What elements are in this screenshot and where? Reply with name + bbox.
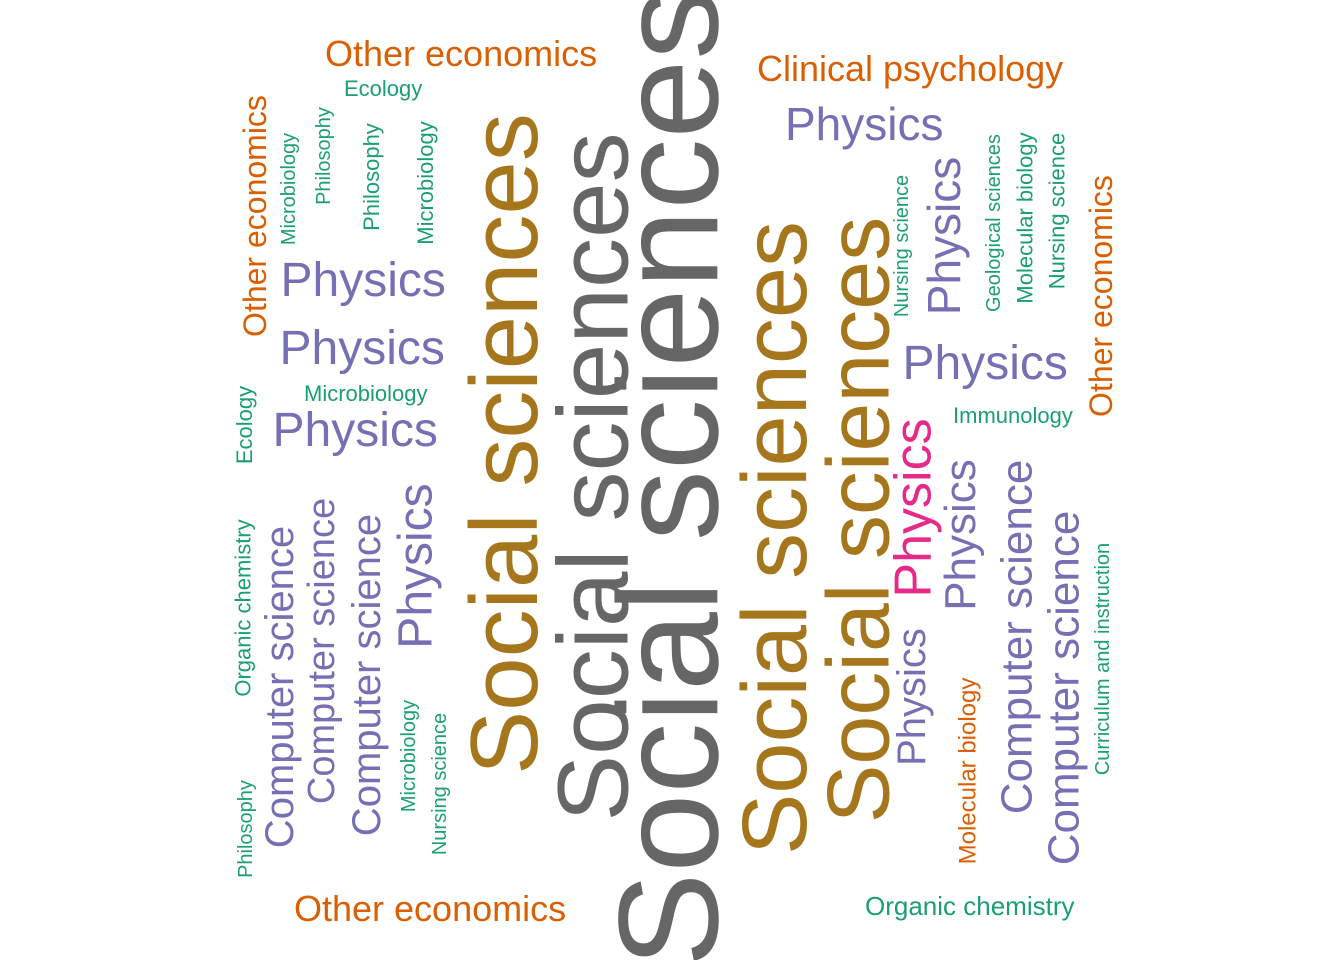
word-physics: Physics [389, 483, 443, 649]
word-computer-science: Computer science [1038, 510, 1088, 866]
word-computer-science: Computer science [258, 525, 303, 849]
word-philosophy: Philosophy [234, 780, 257, 878]
word-social-sciences: Social sciences [724, 220, 827, 856]
word-computer-science: Computer science [991, 459, 1041, 815]
word-molecular-biology: Molecular biology [1012, 132, 1038, 304]
word-curriculum-and-instruction: Curriculum and instruction [1092, 542, 1115, 776]
word-other-economics: Other economics [294, 888, 567, 929]
word-physics: Physics [272, 404, 438, 457]
word-physics: Physics [918, 156, 971, 316]
word-physics: Physics [889, 628, 934, 766]
word-geological-sciences: Geological sciences [982, 134, 1005, 312]
word-physics: Physics [902, 337, 1068, 390]
word-microbiology: Microbiology [278, 132, 301, 246]
word-molecular-biology: Molecular biology [953, 677, 981, 865]
word-microbiology: Microbiology [398, 699, 421, 813]
word-immunology: Immunology [953, 403, 1073, 428]
word-physics: Physics [279, 322, 445, 375]
word-social-sciences: Social sciences [537, 132, 650, 822]
word-nursing-science: Nursing science [1043, 132, 1069, 290]
word-other-economics: Other economics [236, 95, 273, 337]
word-organic-chemistry: Organic chemistry [230, 519, 256, 697]
word-nursing-science: Nursing science [429, 712, 452, 856]
word-physics: Physics [884, 418, 943, 598]
word-organic-chemistry: Organic chemistry [865, 891, 1075, 921]
word-nursing-science: Nursing science [891, 174, 914, 318]
word-ecology: Ecology [232, 385, 258, 465]
word-social-sciences: Social sciences [450, 113, 558, 775]
word-physics: Physics [785, 98, 944, 150]
word-microbiology: Microbiology [412, 121, 438, 245]
word-other-economics: Other economics [325, 33, 598, 74]
word-ecology: Ecology [344, 76, 423, 101]
word-clinical-psychology: Clinical psychology [757, 48, 1064, 89]
word-microbiology: Microbiology [304, 381, 428, 406]
word-physics: Physics [280, 254, 446, 307]
word-computer-science: Computer science [301, 497, 344, 805]
word-other-economics: Other economics [1082, 175, 1119, 417]
word-philosophy: Philosophy [358, 123, 384, 231]
word-philosophy: Philosophy [312, 107, 335, 205]
word-computer-science: Computer science [345, 513, 390, 837]
word-physics: Physics [935, 459, 985, 611]
